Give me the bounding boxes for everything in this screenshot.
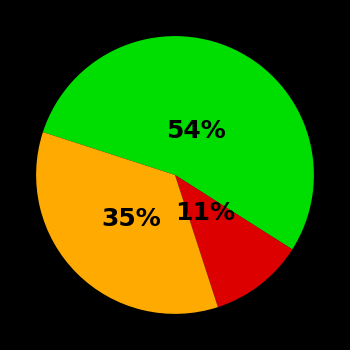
Wedge shape	[36, 132, 218, 314]
Wedge shape	[175, 175, 292, 307]
Text: 54%: 54%	[166, 119, 225, 143]
Wedge shape	[43, 36, 314, 250]
Text: 11%: 11%	[175, 201, 235, 225]
Text: 35%: 35%	[101, 207, 161, 231]
